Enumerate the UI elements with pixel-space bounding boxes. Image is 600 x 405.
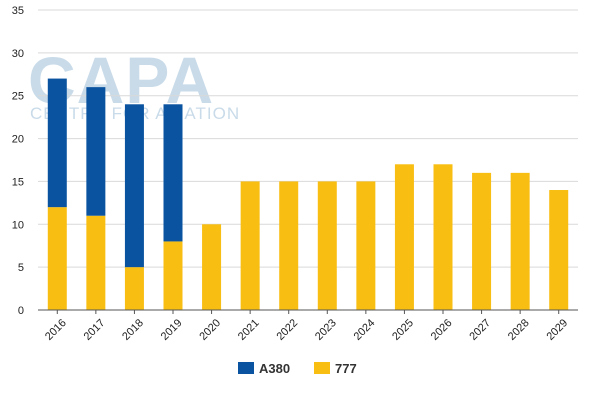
bar-777-2023 — [317, 181, 337, 310]
x-tick-label: 2029 — [544, 317, 570, 343]
x-tick-label: 2019 — [159, 317, 185, 343]
x-tick-label: 2025 — [390, 317, 416, 343]
y-tick-label: 10 — [12, 219, 24, 231]
axes — [38, 309, 578, 314]
bar-777-2022 — [279, 181, 299, 310]
bar-a380-2016 — [47, 78, 67, 208]
x-axis-ticks: 2016 2017 2018 2019 2020 2021 2022 2023 2024 2025… — [43, 317, 570, 343]
x-tick-label: 2020 — [197, 317, 223, 343]
legend: A380 777 — [238, 361, 357, 376]
legend-swatch-777 — [314, 362, 330, 374]
x-tick-label: 2023 — [313, 317, 339, 343]
bar-777-2028 — [510, 172, 530, 310]
bar-777-2017 — [86, 215, 106, 310]
bar-777-2019 — [163, 241, 183, 310]
y-tick-label: 20 — [12, 134, 24, 146]
bar-777-2021 — [240, 181, 260, 310]
bar-777-2025 — [394, 164, 414, 310]
x-tick-label: 2028 — [506, 317, 532, 343]
bar-777-2024 — [356, 181, 376, 310]
legend-label-a380: A380 — [259, 361, 290, 376]
x-tick-label: 2022 — [274, 317, 300, 343]
y-tick-label: 5 — [18, 262, 24, 274]
bar-a380-2019 — [163, 104, 183, 242]
bar-777-2027 — [472, 172, 492, 310]
bar-a380-2018 — [124, 104, 144, 268]
y-tick-label: 15 — [12, 176, 24, 188]
bar-777-2020 — [202, 224, 222, 310]
x-tick-label: 2016 — [43, 317, 69, 343]
x-tick-label: 2021 — [236, 317, 262, 343]
y-tick-label: 25 — [12, 91, 24, 103]
x-tick-label: 2024 — [352, 317, 378, 343]
y-tick-label: 30 — [12, 48, 24, 60]
bar-777-2026 — [433, 164, 453, 310]
legend-swatch-a380 — [238, 362, 254, 374]
bar-777-2018 — [124, 267, 144, 310]
x-tick-label: 2026 — [429, 317, 455, 343]
bars — [47, 78, 569, 310]
bar-777-2016 — [47, 207, 67, 310]
x-tick-label: 2018 — [120, 317, 146, 343]
y-tick-label: 35 — [12, 5, 24, 17]
x-tick-label: 2027 — [467, 317, 493, 343]
y-axis-ticks: 0 5 10 15 20 25 30 35 — [12, 5, 24, 317]
bar-777-2029 — [549, 190, 569, 310]
x-tick-label: 2017 — [82, 317, 108, 343]
legend-label-777: 777 — [335, 361, 357, 376]
bar-a380-2017 — [86, 87, 106, 216]
y-tick-label: 0 — [18, 305, 24, 317]
